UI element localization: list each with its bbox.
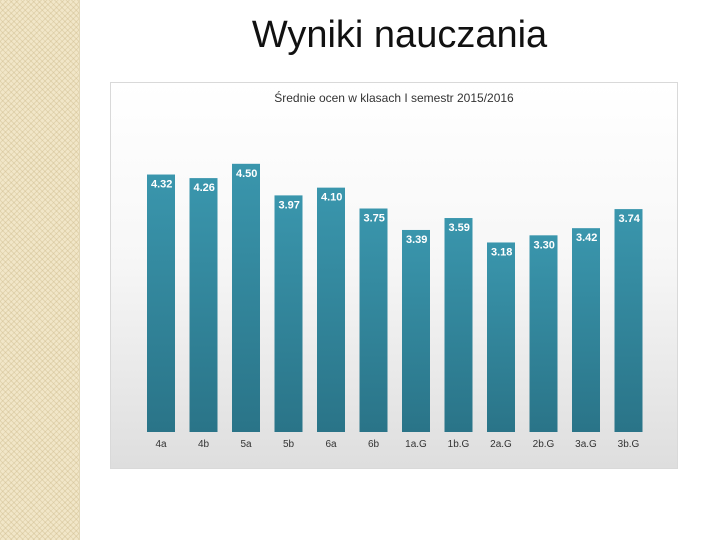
bar-4a	[147, 174, 175, 432]
x-tick-label-1a.G: 1a.G	[405, 439, 427, 450]
x-tick-label-6a: 6a	[325, 439, 337, 450]
data-label-4b: 4.26	[194, 182, 215, 194]
bar-5a	[232, 163, 260, 433]
decorative-side-strip	[0, 0, 80, 540]
chart-title: Średnie ocen w klasach I semestr 2015/20…	[274, 91, 514, 105]
data-label-2b.G: 3.30	[534, 239, 555, 251]
data-label-3a.G: 3.42	[576, 232, 597, 244]
x-tick-label-3b.G: 3b.G	[618, 439, 640, 450]
slide-title: Wyniki nauczania	[251, 14, 548, 56]
bar-5b	[274, 195, 303, 432]
x-tick-label-2b.G: 2b.G	[533, 439, 555, 450]
data-label-2a.G: 3.18	[491, 246, 512, 258]
bar-1a.G	[402, 229, 430, 432]
x-tick-label-5a: 5a	[240, 439, 252, 450]
data-label-4a: 4.32	[151, 179, 172, 191]
data-label-6a: 4.10	[321, 192, 342, 204]
data-label-5a: 4.50	[236, 168, 257, 180]
bar-3a.G	[572, 228, 600, 432]
bar-6a	[317, 187, 345, 432]
x-tick-label-6b: 6b	[368, 439, 380, 450]
x-tick-label-4b: 4b	[198, 439, 210, 450]
bar-2b.G	[529, 235, 558, 432]
chart-area: Średnie ocen w klasach I semestr 2015/20…	[110, 82, 678, 469]
data-label-3b.G: 3.74	[619, 213, 641, 225]
bar-chart: 4.32 4.26 4.50 3.97 4.10 3.75 3.39 3.59 3.18 3.30…	[147, 163, 643, 450]
data-label-5b: 3.97	[279, 199, 300, 211]
data-label-6b: 3.75	[364, 213, 385, 225]
x-tick-label-3a.G: 3a.G	[575, 439, 597, 450]
x-tick-label-2a.G: 2a.G	[490, 439, 512, 450]
bar-4b	[189, 178, 218, 432]
bar-1b.G	[444, 218, 473, 432]
bar-2a.G	[487, 242, 515, 432]
bar-6b	[359, 208, 388, 432]
data-label-1b.G: 3.59	[449, 222, 470, 234]
x-tick-label-1b.G: 1b.G	[448, 439, 470, 450]
data-label-1a.G: 3.39	[406, 234, 427, 246]
x-tick-label-5b: 5b	[283, 439, 295, 450]
bar-3b.G	[614, 209, 643, 432]
x-tick-label-4a: 4a	[155, 439, 167, 450]
